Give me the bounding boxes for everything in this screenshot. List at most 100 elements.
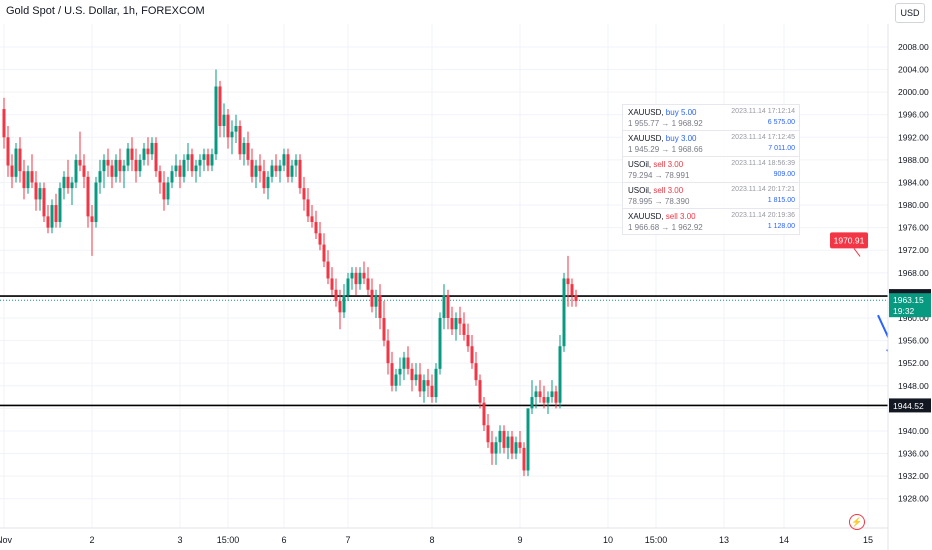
trade-qty: 5.00 <box>680 108 697 117</box>
candle-body <box>334 289 338 302</box>
trade-to: 1 968.92 <box>671 119 703 128</box>
y-tick-label: 1996.00 <box>898 110 929 120</box>
candle-body <box>270 165 274 177</box>
trade-time: 2023.11.14 20:19:36 <box>731 212 795 219</box>
annotation-pointer <box>853 248 861 257</box>
candle-body <box>362 272 366 279</box>
x-tick-label: 2 <box>89 535 94 545</box>
candle-body <box>50 205 54 228</box>
candle-body <box>30 171 34 183</box>
candle-body <box>478 380 482 403</box>
candle-body <box>446 295 450 318</box>
y-tick-label: 1972.00 <box>898 245 929 255</box>
candle-body <box>38 188 42 200</box>
trade-time: 2023.11.14 20:17:21 <box>731 186 795 193</box>
trade-side: sell <box>665 212 678 221</box>
candle-body <box>462 323 466 335</box>
level-price-label: 1944.52 <box>893 401 924 411</box>
candle-body <box>518 442 522 448</box>
candle-body <box>402 357 406 369</box>
trade-symbol: XAUUSD <box>628 212 662 221</box>
candle-body <box>426 380 430 386</box>
y-tick-label: 1956.00 <box>898 336 929 346</box>
candle-body <box>46 216 50 228</box>
trade-from: 1 966.68 <box>628 223 660 232</box>
trade-to: 1 962.92 <box>671 223 703 232</box>
candle-body <box>166 182 170 200</box>
trade-symbol: XAUUSD <box>628 108 662 117</box>
y-tick-label: 1932.00 <box>898 471 929 481</box>
trade-time: 2023.11.14 17:12:14 <box>731 108 795 115</box>
candle-body <box>358 272 362 285</box>
candle-body <box>458 318 462 324</box>
candle-body <box>554 391 558 403</box>
candle-body <box>550 391 554 398</box>
candle-body <box>106 159 110 166</box>
y-tick-label: 1968.00 <box>898 268 929 278</box>
countdown-label: 19:32 <box>893 306 915 316</box>
y-tick-label: 1936.00 <box>898 449 929 459</box>
candle-body <box>298 159 302 189</box>
candle-body <box>254 165 258 177</box>
candle-body <box>570 284 574 296</box>
trade-profit: 909.00 <box>773 171 795 178</box>
candle-body <box>498 430 502 443</box>
candle-body <box>382 318 386 341</box>
trade-row[interactable]: USOil, sell 3.00 2023.11.14 18:56:39 79.… <box>623 157 799 183</box>
candle-body <box>466 334 470 347</box>
y-tick-label: 1976.00 <box>898 223 929 233</box>
trade-qty: 3.00 <box>667 186 684 195</box>
candle-body <box>6 137 10 166</box>
candle-body <box>422 380 426 392</box>
lightning-icon[interactable]: ⚡ <box>849 514 865 530</box>
candle-body <box>398 368 402 375</box>
candle-body <box>58 188 62 222</box>
candle-body <box>394 374 398 386</box>
candle-body <box>78 159 82 166</box>
candle-body <box>574 295 578 302</box>
candle-body <box>82 165 86 177</box>
candle-body <box>202 154 206 160</box>
candle-body <box>158 171 162 183</box>
candle-body <box>66 176 70 189</box>
trade-row[interactable]: XAUUSD, buy 3.00 2023.11.14 17:12:45 1 9… <box>623 131 799 157</box>
trade-profit: 7 011.00 <box>768 145 795 152</box>
candle-body <box>198 159 202 166</box>
candle-body <box>154 142 158 172</box>
candle-body <box>286 154 290 177</box>
candle-body <box>258 165 262 172</box>
currency-button[interactable]: USD <box>895 3 925 23</box>
candle-body <box>558 346 562 403</box>
candle-body <box>34 182 38 200</box>
trade-row[interactable]: XAUUSD, sell 3.00 2023.11.14 20:19:36 1 … <box>628 212 795 232</box>
trade-row[interactable]: XAUUSD, buy 5.00 2023.11.14 17:12:14 1 9… <box>623 105 799 131</box>
trade-symbol: USOil <box>628 160 649 169</box>
candle-body <box>222 114 226 126</box>
candle-body <box>562 278 566 347</box>
trade-qty: 3.00 <box>680 134 697 143</box>
candle-body <box>18 148 22 172</box>
trade-symbol: XAUUSD <box>628 134 662 143</box>
y-tick-label: 1952.00 <box>898 358 929 368</box>
y-tick-label: 1948.00 <box>898 381 929 391</box>
candle-body <box>142 148 146 160</box>
candle-body <box>122 165 126 172</box>
candle-body <box>374 295 378 307</box>
candle-body <box>450 318 454 330</box>
candle-body <box>246 142 250 160</box>
x-tick-label: Nov <box>0 535 12 545</box>
trade-row[interactable]: USOil, sell 3.00 2023.11.14 20:17:21 78.… <box>623 183 799 209</box>
trade-side: buy <box>665 134 679 143</box>
trade-side: buy <box>665 108 679 117</box>
trade-to: 78.390 <box>664 197 690 206</box>
annotation-box <box>830 232 868 249</box>
candle-body <box>2 109 6 138</box>
candle-body <box>234 126 238 132</box>
x-tick-label: 7 <box>345 535 350 545</box>
level-price-tag <box>889 398 931 413</box>
candle-body <box>266 176 270 189</box>
candle-body <box>42 188 46 217</box>
candle-body <box>74 159 78 183</box>
trade-profit: 1 815.00 <box>767 197 795 204</box>
